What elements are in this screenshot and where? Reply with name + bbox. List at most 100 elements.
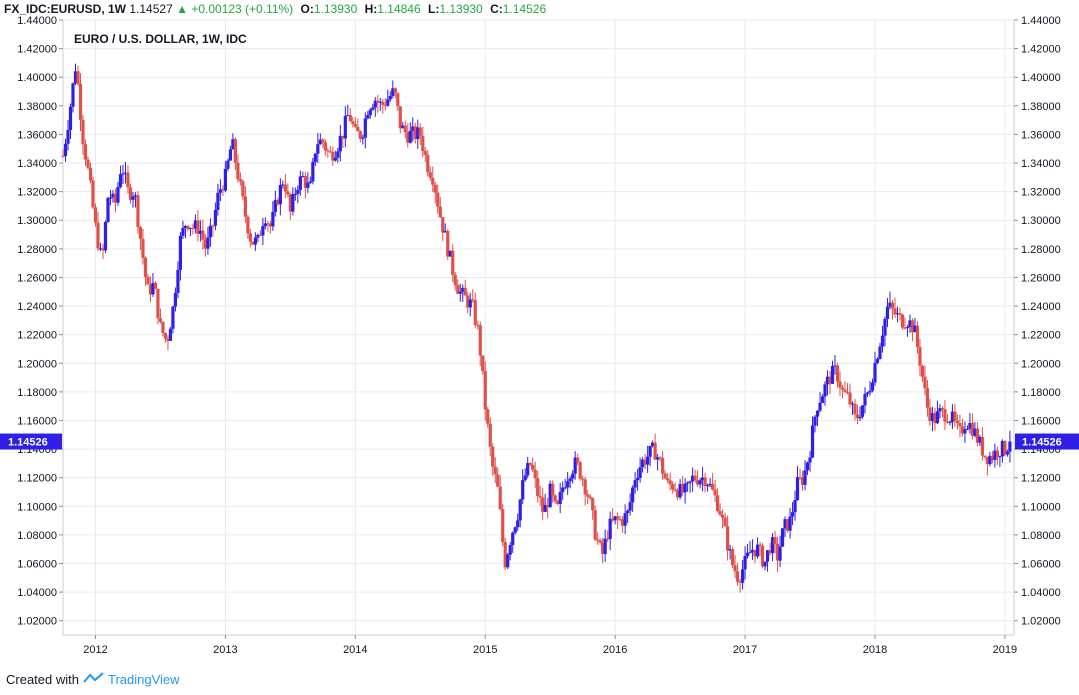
candle-down [703,472,707,493]
candle-down [441,216,445,242]
candle-body [783,519,787,529]
candle-body [970,422,975,436]
candle-body [526,462,530,476]
candle-body [543,504,547,512]
candle-body [263,223,267,227]
candle-down [900,313,905,330]
y-tick-label: 1.28000 [1021,244,1061,256]
candle-body [628,502,632,511]
price-chart[interactable]: 1.02000 1.04000 1.06000 1.08000 1.10000 1.120… [0,0,1079,668]
x-tick-label: 2019 [993,644,1017,656]
candle-up [181,220,185,240]
candle-body [176,269,180,293]
candle-up [938,404,942,419]
candle-body [441,217,445,233]
candle-body [1005,451,1010,455]
candle-body [313,153,317,162]
candle-body [895,313,900,315]
candle-up [638,457,642,483]
candle-body [253,237,257,245]
candle-up [198,220,203,242]
candle-up [888,291,892,310]
last-price: 1.14527 [129,2,173,16]
candle-down [478,321,482,367]
tradingview-link[interactable]: TradingView [108,672,180,687]
candle-body [588,496,592,499]
candle-up [361,134,365,145]
candle-body [678,484,682,498]
candle-body [636,477,640,481]
candle-body [860,405,865,417]
candle-body [723,517,727,527]
candle-down [163,332,168,343]
candle-body [828,376,832,384]
candle-body [968,422,972,429]
candle-down [398,106,402,134]
candle-body [888,302,892,307]
candle-up [168,326,173,341]
x-tick-label: 2013 [213,644,237,656]
candle-down [423,147,427,163]
candle-down [730,546,735,568]
candle-down [581,475,585,487]
candle-down [588,494,592,500]
candle-up [273,190,277,217]
candle-body [83,144,88,160]
candle-up [950,404,955,430]
candle-up [678,479,682,500]
candle-up [293,187,297,201]
y-tick-label: 1.36000 [17,129,57,141]
candle-up [965,425,970,431]
last-price-tag-left-text: 1.14526 [8,437,48,449]
candle-body [738,581,742,583]
y-tick-label: 1.24000 [17,301,57,313]
candle-down [241,179,245,201]
candle-body [126,172,130,188]
candle-body [433,184,437,193]
candle-up [468,292,472,317]
candle-body [883,319,887,336]
candle-down [341,135,345,149]
candle-body [178,235,183,270]
candle-body [880,335,885,347]
candle-body [131,196,135,200]
candle-down [203,233,208,257]
candle-body [301,175,305,177]
y-tick-label: 1.26000 [17,272,57,284]
candle-body [713,489,717,496]
candle-body [715,495,720,512]
symbol-label[interactable]: FX_IDC:EURUSD, 1W [4,2,127,16]
candle-up [336,147,340,163]
plot-area[interactable] [62,19,1015,636]
candle-down [323,139,327,157]
candle-body [725,526,730,551]
candle-down [446,228,450,260]
candle-body [770,537,775,554]
candle-up [271,201,275,231]
candle-body [995,450,1000,457]
candle-down [760,543,765,569]
y-tick-label: 1.16000 [17,415,57,427]
candle-body [373,100,377,108]
candle-down [393,87,397,99]
candle-down [436,184,440,214]
y-tick-label: 1.06000 [17,558,57,570]
candle-body [298,176,302,190]
y-tick-label: 1.02000 [17,616,57,628]
y-tick-label: 1.34000 [1021,158,1061,170]
candle-body [181,228,185,236]
candle-up [790,502,795,526]
candle-down [666,472,670,483]
candle-body [838,381,842,388]
candle-down [578,460,582,481]
candle-up [750,539,755,560]
candle-body [568,478,572,482]
candle-body [870,382,875,391]
candle-up [633,472,637,494]
candle-body [940,408,945,410]
candle-down [453,272,457,291]
candle-up [948,420,952,426]
candle-body [855,414,860,419]
candle-body [71,83,75,107]
candle-down [403,120,407,139]
